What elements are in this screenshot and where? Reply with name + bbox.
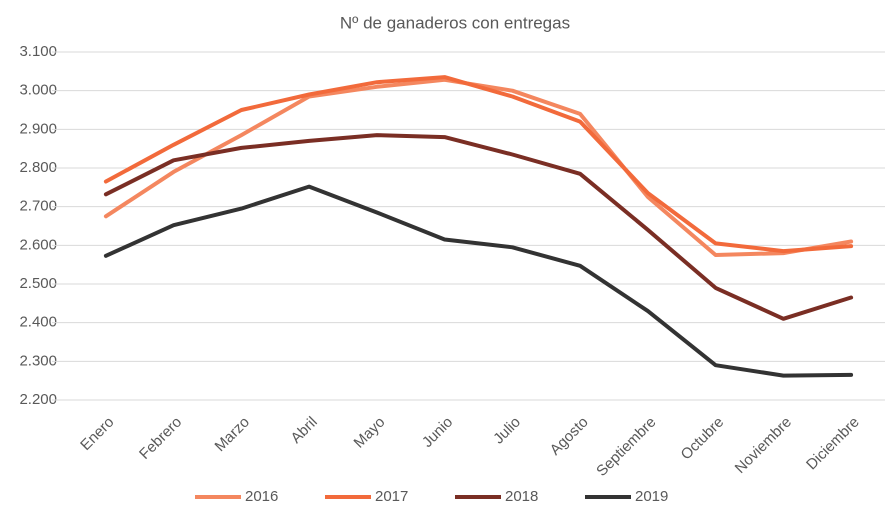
legend-label: 2019 bbox=[635, 488, 668, 505]
y-tick-label: 2.800 bbox=[19, 159, 57, 176]
x-tick-label: Agosto bbox=[547, 414, 592, 459]
series-line bbox=[103, 75, 854, 254]
x-tick-label: Diciembre bbox=[803, 414, 863, 474]
x-tick-label: Junio bbox=[419, 414, 456, 451]
y-tick-label: 2.500 bbox=[19, 275, 57, 292]
x-tick-label: Mayo bbox=[351, 414, 389, 452]
chart-title: Nº de ganaderos con entregas bbox=[340, 13, 570, 32]
y-tick-label: 2.200 bbox=[19, 391, 57, 408]
legend-label: 2016 bbox=[245, 488, 278, 505]
x-tick-label: Febrero bbox=[136, 414, 185, 463]
y-tick-label: 3.000 bbox=[19, 82, 57, 99]
series-line bbox=[103, 77, 854, 257]
legend-label: 2018 bbox=[505, 488, 538, 505]
y-tick-label: 2.300 bbox=[19, 352, 57, 369]
x-tick-label: Enero bbox=[77, 414, 117, 454]
x-tick-label: Noviembre bbox=[732, 414, 795, 477]
x-tick-label: Marzo bbox=[212, 414, 253, 455]
x-tick-label: Julio bbox=[490, 414, 524, 448]
y-tick-label: 2.600 bbox=[19, 236, 57, 253]
x-tick-label: Abril bbox=[288, 414, 321, 447]
x-tick-label: Septiembre bbox=[593, 414, 659, 480]
y-tick-label: 2.400 bbox=[19, 314, 57, 331]
x-tick-label: Octubre bbox=[678, 414, 728, 464]
y-tick-label: 2.900 bbox=[19, 120, 57, 137]
y-tick-label: 3.100 bbox=[19, 43, 57, 60]
series-line bbox=[103, 133, 854, 321]
series-line bbox=[103, 184, 854, 378]
legend-label: 2017 bbox=[375, 488, 408, 505]
y-tick-label: 2.700 bbox=[19, 198, 57, 215]
